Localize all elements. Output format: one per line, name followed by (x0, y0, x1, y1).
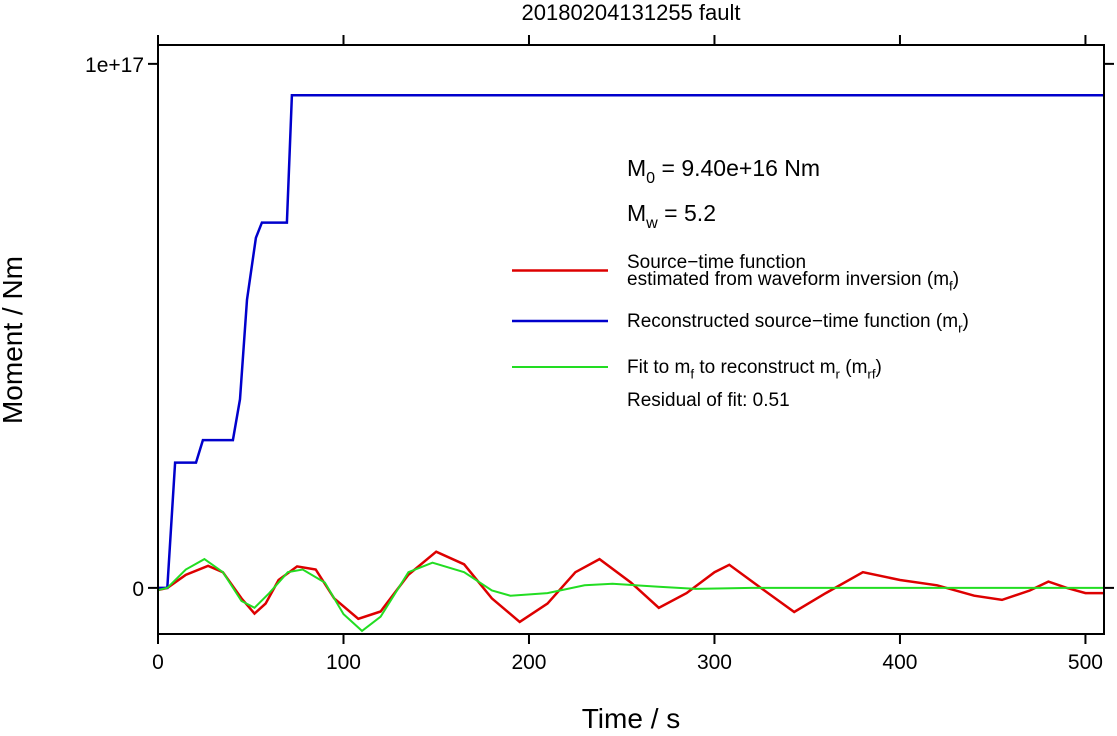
subscript: w (645, 214, 658, 232)
x-tick-label: 100 (326, 651, 361, 674)
text-part: Residual of fit: 0.51 (627, 390, 790, 411)
x-axis-label: Time / s (582, 703, 681, 734)
series-line (158, 94, 1104, 590)
subscript: r (958, 321, 963, 336)
subscript: rf (867, 367, 875, 382)
annotation: Mw = 5.2 (627, 200, 716, 232)
text-part: estimated from waveform inversion (m (627, 269, 949, 290)
series-line (158, 550, 1104, 624)
text-part: Reconstructed source−time function (m (627, 311, 958, 332)
text-part: Source−time function (627, 252, 806, 273)
subscript: r (836, 367, 841, 382)
legend-label: Fit to mf to reconstruct mr (mrf) (627, 357, 882, 382)
text-part: ) (876, 357, 882, 378)
plot-frame (157, 44, 1105, 635)
legend-label: Reconstructed source−time function (mr) (627, 311, 969, 336)
subscript: f (949, 279, 953, 294)
y-axis-label: Moment / Nm (0, 256, 28, 424)
x-tick-label: 200 (511, 651, 546, 674)
x-tick-label: 300 (697, 651, 732, 674)
legend-label: estimated from waveform inversion (mf) (627, 269, 959, 294)
x-tick-label: 500 (1068, 651, 1103, 674)
annotation: M0 = 9.40e+16 Nm (627, 155, 820, 187)
y-tick-label: 0 (132, 578, 144, 601)
text-part: (m (840, 357, 867, 378)
subscript: f (690, 367, 694, 382)
text-part: to reconstruct m (694, 357, 836, 378)
y-tick-label: 1e+17 (85, 54, 144, 77)
text-part: Fit to m (627, 357, 690, 378)
text-part: M (627, 200, 646, 226)
x-tick-label: 0 (152, 651, 164, 674)
text-part: ) (953, 269, 959, 290)
subscript: 0 (646, 169, 655, 187)
text-part: ) (963, 311, 969, 332)
text-part: = 5.2 (658, 200, 716, 226)
series-line (158, 557, 1104, 633)
x-tick-label: 400 (882, 651, 917, 674)
annotation: Residual of fit: 0.51 (627, 390, 790, 411)
legend-label: Source−time function (627, 252, 806, 273)
text-part: M (627, 155, 646, 181)
text-part: = 9.40e+16 Nm (655, 155, 820, 181)
chart-title: 20180204131255 fault (522, 0, 741, 25)
